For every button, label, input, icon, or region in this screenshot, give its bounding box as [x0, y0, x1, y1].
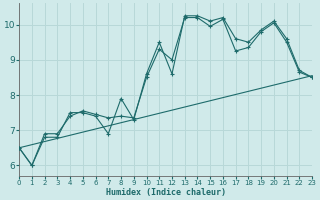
- X-axis label: Humidex (Indice chaleur): Humidex (Indice chaleur): [106, 188, 226, 197]
